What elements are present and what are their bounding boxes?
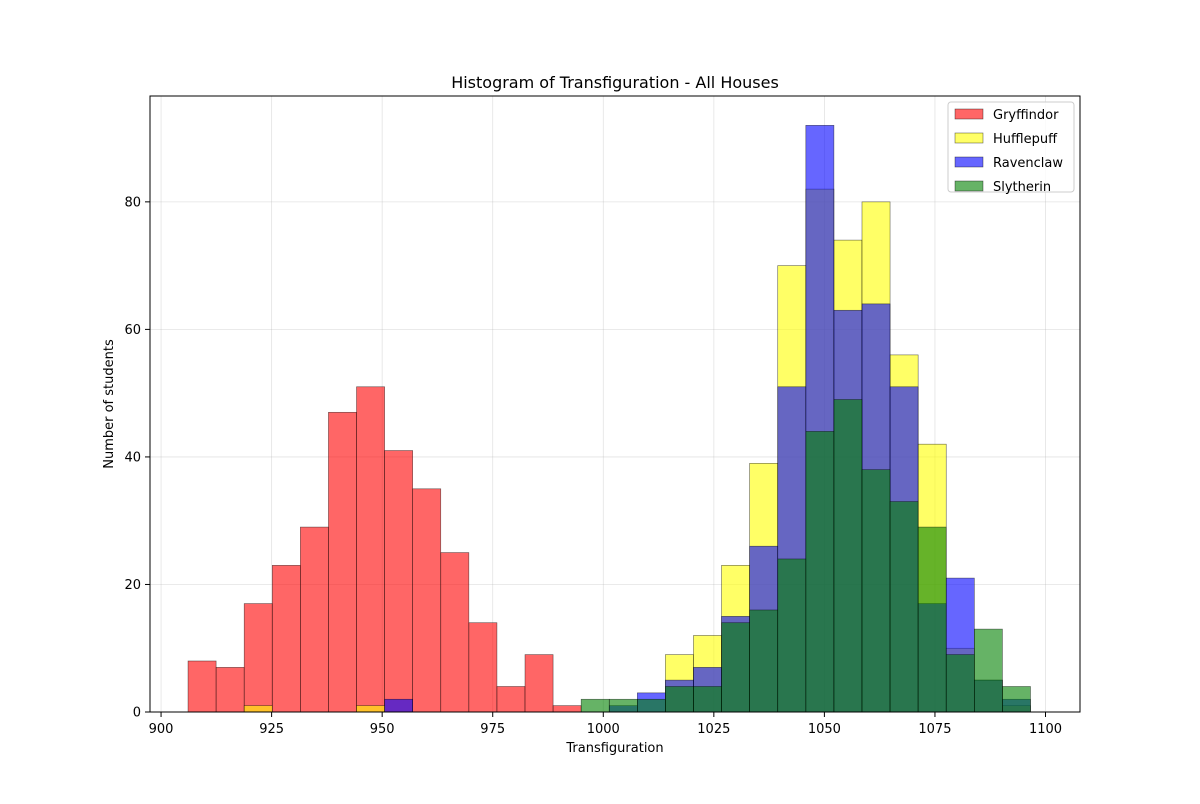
gryffindor-bar — [215, 667, 245, 713]
y-tick-label: 80 — [124, 195, 141, 210]
legend-label: Hufflepuff — [993, 132, 1058, 147]
y-tick-label: 0 — [133, 706, 141, 721]
legend-item-ravenclaw: Ravenclaw — [954, 156, 1063, 171]
legend-item-gryffindor: Gryffindor — [954, 108, 1059, 123]
legend-label: Gryffindor — [993, 108, 1059, 123]
legend-label: Ravenclaw — [993, 156, 1063, 171]
chart-title: Histogram of Transfiguration - All House… — [451, 73, 779, 92]
legend-item-hufflepuff: Hufflepuff — [954, 132, 1058, 147]
hufflepuff-bar — [243, 705, 273, 713]
legend: Gryffindor Hufflepuff Ravenclaw Slytherin — [947, 101, 1075, 195]
slytherin-bar — [637, 698, 666, 713]
slytherin-bar — [1002, 686, 1031, 713]
legend-swatch — [954, 108, 984, 120]
gryffindor-bar — [356, 386, 385, 713]
x-tick-label: 1025 — [697, 722, 730, 737]
bars-layer — [187, 125, 1031, 713]
gryffindor-bar — [524, 654, 554, 713]
slytherin-bar — [889, 501, 919, 713]
x-axis-title: Transfiguration — [565, 741, 663, 756]
gryffindor-bar — [384, 450, 413, 713]
x-tick-label: 1100 — [1029, 722, 1062, 737]
x-tick-label: 1075 — [918, 722, 951, 737]
x-tick-label: 925 — [259, 722, 284, 737]
legend-swatch — [954, 156, 984, 168]
x-tick-label: 900 — [149, 722, 174, 737]
slytherin-bar — [665, 686, 694, 713]
legend-items: Gryffindor Hufflepuff Ravenclaw Slytherin — [954, 108, 1063, 195]
gryffindor-bar — [496, 686, 526, 713]
x-tick-label: 1000 — [587, 722, 620, 737]
gryffindor-bar — [187, 660, 217, 713]
gryffindor-series — [187, 386, 582, 713]
gryffindor-bar — [243, 603, 273, 713]
gryffindor-bar — [328, 411, 357, 713]
legend-frame — [947, 101, 1075, 193]
slytherin-bar — [580, 698, 610, 713]
slytherin-bar — [777, 558, 807, 713]
y-tick-label: 40 — [124, 450, 141, 465]
hufflepuff-bar — [356, 705, 385, 713]
legend-item-slytherin: Slytherin — [954, 180, 1051, 195]
plot-frame — [149, 95, 1081, 713]
x-tick-label: 950 — [370, 722, 395, 737]
x-tick-label: 975 — [480, 722, 505, 737]
y-axis-title: Number of students — [102, 339, 117, 469]
gryffindor-bar — [300, 526, 329, 713]
slytherin-bar — [974, 628, 1003, 713]
slytherin-bar — [861, 469, 891, 713]
y-tick-label: 20 — [124, 578, 141, 593]
y-tick-label: 60 — [124, 323, 141, 338]
gryffindor-bar — [412, 488, 442, 713]
slytherin-bar — [945, 654, 975, 713]
slytherin-bar — [833, 399, 863, 713]
slytherin-bar — [693, 686, 722, 713]
ravenclaw-bar — [384, 698, 413, 713]
slytherin-bar — [749, 609, 779, 713]
slytherin-bar — [805, 431, 835, 713]
gryffindor-bar — [440, 552, 470, 713]
gryffindor-bar — [552, 705, 582, 713]
legend-swatch — [954, 180, 984, 192]
gryffindor-bar — [468, 622, 498, 713]
slytherin-bar — [608, 698, 638, 713]
ticks-layer: 900 925 950 975 1000 1025 1050 1075 1100 0 20 40 60 8… — [124, 195, 1062, 737]
slytherin-bar — [721, 622, 750, 713]
gryffindor-bar — [271, 565, 301, 713]
slytherin-series — [580, 399, 1031, 713]
x-tick-label: 1050 — [808, 722, 841, 737]
legend-swatch — [954, 132, 984, 144]
legend-label: Slytherin — [993, 180, 1051, 195]
slytherin-bar — [917, 526, 947, 713]
